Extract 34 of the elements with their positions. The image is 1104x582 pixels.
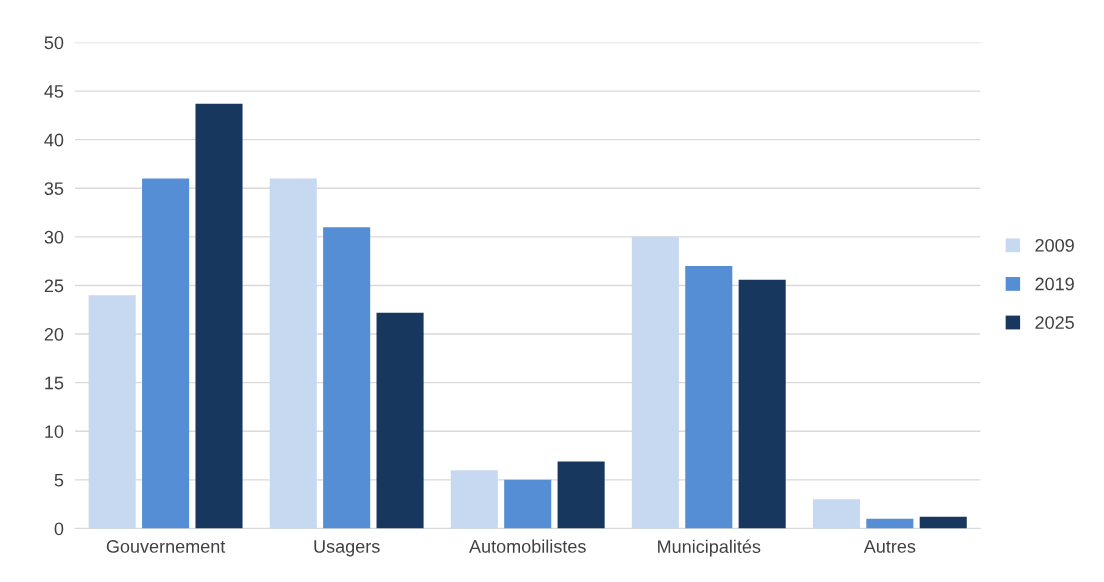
legend-label: 2025 xyxy=(1035,316,1074,329)
bar xyxy=(450,470,498,529)
y-tick-label: 30 xyxy=(44,230,64,244)
y-tick-label: 45 xyxy=(44,85,64,98)
bar xyxy=(866,518,914,529)
bar xyxy=(195,103,243,529)
bar xyxy=(504,479,552,529)
bar xyxy=(269,178,317,529)
x-tick-label: Automobilistes xyxy=(469,539,586,553)
y-tick-label: 5 xyxy=(54,473,64,487)
bar xyxy=(376,312,424,529)
bar xyxy=(88,295,136,529)
y-tick-label: 25 xyxy=(44,279,64,293)
legend-label: 2019 xyxy=(1035,277,1074,291)
y-tick-label: 35 xyxy=(44,182,64,195)
bar xyxy=(142,178,190,529)
bar xyxy=(812,499,860,529)
y-tick-label: 20 xyxy=(44,328,64,341)
bar xyxy=(557,461,605,529)
y-tick-label: 50 xyxy=(44,36,64,50)
bar xyxy=(685,266,733,529)
bar xyxy=(323,227,371,529)
x-tick-label: Usagers xyxy=(314,540,380,557)
y-tick-label: 40 xyxy=(44,133,64,147)
y-tick-label: 15 xyxy=(45,376,64,390)
x-tick-label: Municipalités xyxy=(658,539,761,557)
y-tick-label: 0 xyxy=(54,522,64,536)
bar xyxy=(738,279,786,529)
bar xyxy=(919,516,967,529)
bar xyxy=(631,236,679,529)
y-tick-label: 10 xyxy=(45,425,64,438)
legend-label: 2009 xyxy=(1035,238,1074,252)
x-tick-label: Autres xyxy=(863,540,916,553)
x-tick-label: Gouvernement xyxy=(106,540,226,553)
